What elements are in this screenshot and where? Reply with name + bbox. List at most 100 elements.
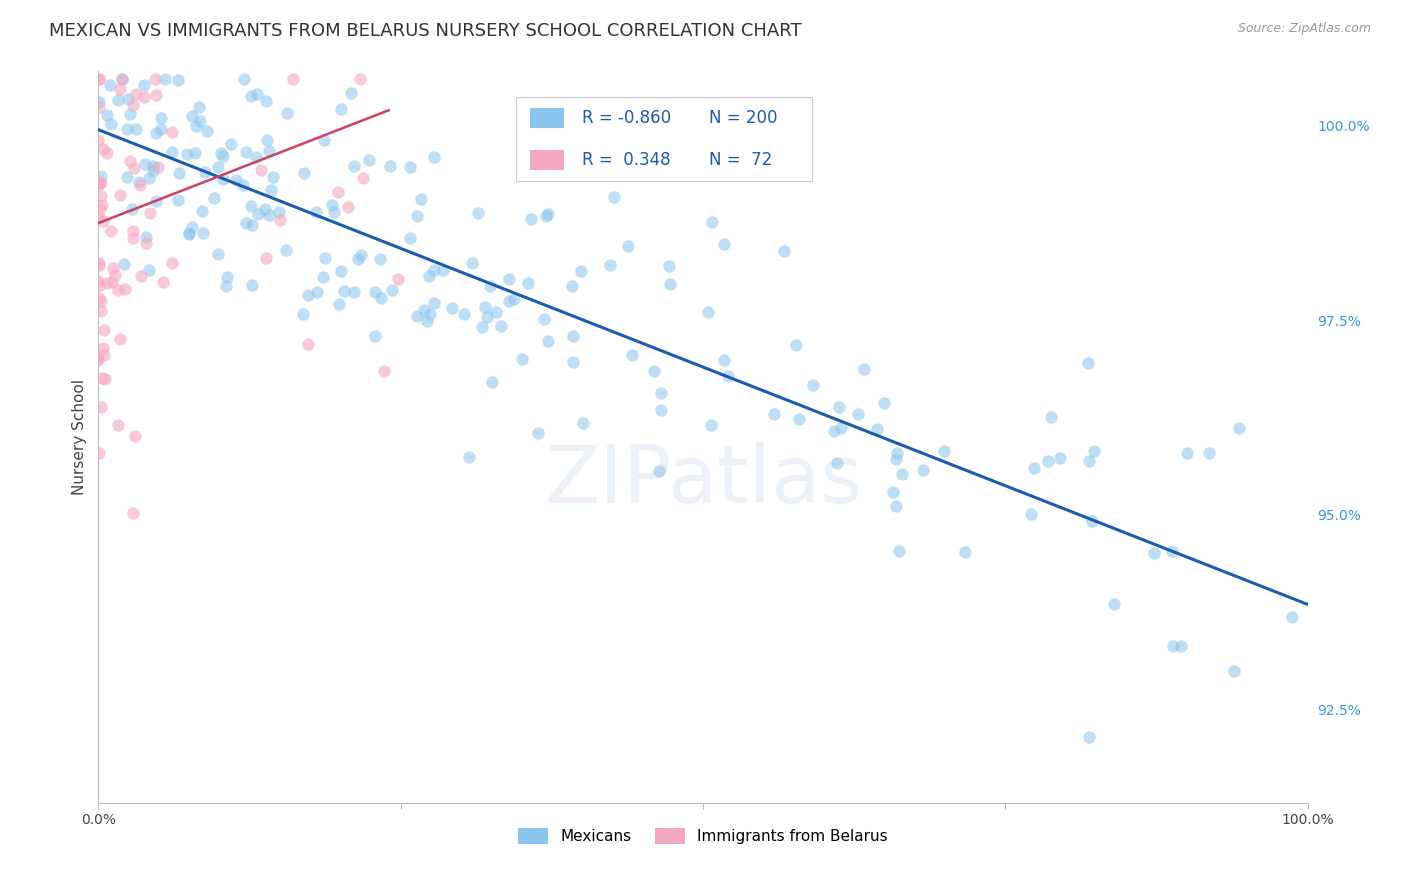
Point [235,145,257,160]
Point [423,296,446,310]
Point [217,269,239,284]
FancyBboxPatch shape [530,150,564,170]
Point [122,224,145,238]
Point [176,147,198,161]
Point [1019,507,1042,521]
Point [323,205,346,219]
Point [467,206,489,220]
Y-axis label: Nursery School: Nursery School [72,379,87,495]
Point [145,126,167,140]
Point [212,172,235,186]
FancyBboxPatch shape [516,97,811,181]
Point [254,202,277,216]
Point [138,263,160,277]
Point [256,132,278,146]
Point [87,352,110,367]
Point [307,285,329,300]
Point [181,109,204,123]
Point [101,275,124,289]
Point [120,154,142,169]
Point [485,305,508,319]
Text: ZIPatlas: ZIPatlas [544,442,862,520]
Point [1049,450,1071,465]
Point [150,111,173,125]
Point [239,88,262,103]
Point [399,160,422,174]
Point [441,301,464,315]
Point [700,418,723,433]
Point [314,252,336,266]
Point [246,207,269,221]
Point [337,201,360,215]
Point [100,224,122,238]
Point [202,191,225,205]
Point [167,166,190,180]
Point [291,307,314,321]
Point [114,282,136,296]
Point [955,545,977,559]
Point [90,293,112,308]
Point [115,122,138,136]
Point [343,159,366,173]
Point [146,160,169,174]
Point [160,125,183,139]
Point [111,72,134,87]
Point [305,204,328,219]
Point [603,190,626,204]
Point [340,86,363,100]
Point [347,252,370,266]
Point [194,164,217,178]
Point [142,163,165,178]
Point [1077,454,1099,468]
Point [101,261,124,276]
Point [516,276,538,290]
Point [643,364,665,378]
Point [357,153,380,167]
Point [132,78,155,92]
Text: N = 200: N = 200 [709,109,778,127]
Point [232,178,254,193]
Text: N =  72: N = 72 [709,151,772,169]
Text: Source: ZipAtlas.com: Source: ZipAtlas.com [1237,22,1371,36]
Point [1170,639,1192,653]
Point [830,420,852,434]
Point [191,203,214,218]
Point [328,297,350,311]
Point [537,334,560,348]
Point [475,310,498,324]
Point [246,87,269,102]
Point [138,171,160,186]
Point [717,369,740,384]
Point [1081,514,1104,528]
Point [571,416,593,430]
Point [1077,356,1099,370]
Point [134,156,156,170]
Point [886,446,908,460]
Point [107,417,129,432]
Point [87,175,110,189]
Point [1160,544,1182,558]
Point [772,244,794,259]
Point [520,211,543,226]
Point [621,348,644,362]
Point [471,320,494,334]
Point [215,279,238,293]
Point [160,255,183,269]
Point [89,202,111,216]
Point [107,93,129,107]
Point [100,117,122,131]
Point [124,429,146,443]
Point [411,192,433,206]
Point [233,72,256,87]
Point [184,119,207,133]
Point [882,484,904,499]
Point [90,176,112,190]
Point [107,283,129,297]
Point [193,226,215,240]
Point [269,213,291,227]
Point [160,145,183,159]
Point [1143,546,1166,560]
Text: R =  0.348: R = 0.348 [582,151,671,169]
Point [91,214,114,228]
Point [87,351,110,365]
